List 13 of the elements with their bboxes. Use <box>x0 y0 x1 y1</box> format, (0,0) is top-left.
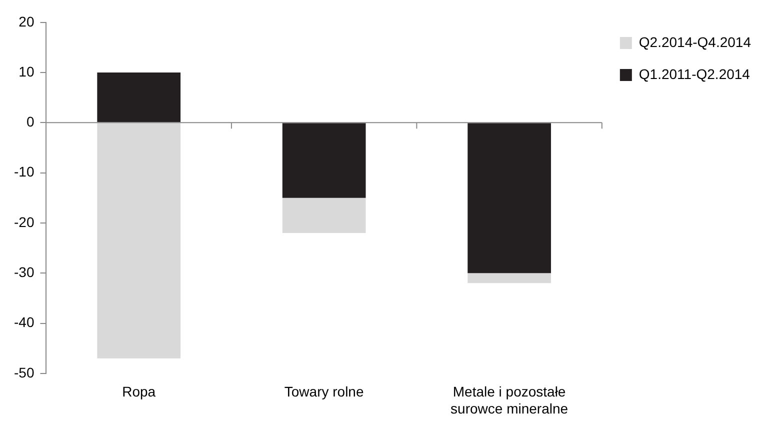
y-tick-label: -10 <box>14 164 34 180</box>
y-tick-label: -50 <box>14 364 34 380</box>
y-tick-label: -20 <box>14 214 34 230</box>
y-tick-label: 20 <box>18 13 34 30</box>
legend-label: Q1.2011-Q2.2014 <box>638 66 750 82</box>
x-tick-label: Towary rolne <box>284 384 364 400</box>
x-tick-label: Metale i pozostałe surowce mineralne <box>450 384 568 416</box>
y-tick-label: -40 <box>14 314 34 330</box>
y-tick-label: 10 <box>18 63 34 80</box>
y-tick-label: -30 <box>14 264 34 280</box>
x-tick-label: Ropa <box>122 384 156 400</box>
legend-label: Q2.2014-Q4.2014 <box>638 34 752 50</box>
y-tick-label: 0 <box>26 114 34 130</box>
